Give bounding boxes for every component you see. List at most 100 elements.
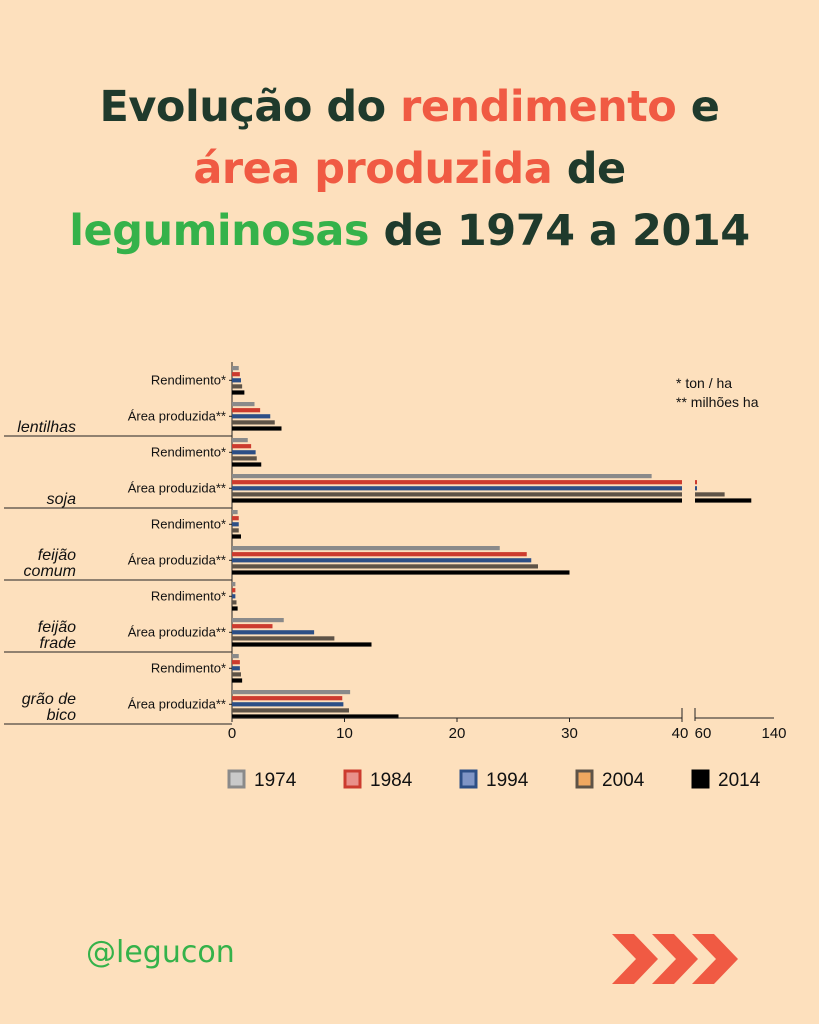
units-note: ** milhões ha <box>676 394 759 410</box>
bar-2014 <box>232 714 399 719</box>
title-text: de 1974 a 2014 <box>369 206 750 256</box>
bar-1994 <box>232 594 236 599</box>
bar-1994 <box>232 630 315 635</box>
x-tick-label: 0 <box>228 725 236 742</box>
legend-label: 1994 <box>486 770 529 791</box>
bar-2004 <box>232 384 243 389</box>
bar-1984 <box>232 624 273 629</box>
bar-2014 <box>232 426 282 431</box>
bar-2014 <box>232 642 372 647</box>
bar-1984 <box>232 660 240 665</box>
bar-2004 <box>232 672 241 677</box>
legend-swatch-1984 <box>343 769 362 789</box>
metric-label: Área produzida** <box>128 552 226 567</box>
bar-1984 <box>232 372 240 377</box>
x-tick-label: 60 <box>695 725 712 742</box>
bar-1974 <box>232 474 652 479</box>
bar-1984 <box>232 480 682 485</box>
bar-1974 <box>232 438 248 443</box>
bar-2014 <box>232 390 245 395</box>
bar-1974 <box>232 582 236 587</box>
bar-1994-overflow <box>695 486 697 491</box>
bar-2014 <box>232 606 238 611</box>
legend-label: 1984 <box>370 770 413 791</box>
x-tick-label: 20 <box>449 725 466 742</box>
bar-1994 <box>232 450 256 455</box>
bar-1974 <box>232 366 239 371</box>
bar-2014 <box>232 570 570 575</box>
metric-label: Área produzida** <box>128 696 226 711</box>
bar-1974 <box>232 654 239 659</box>
bar-2004 <box>232 456 257 461</box>
crop-label: comum <box>24 563 76 580</box>
bar-2004 <box>232 420 275 425</box>
chart-title: Evolução do rendimento e área produzida … <box>0 76 819 262</box>
bar-2014 <box>232 534 241 539</box>
metric-label: Rendimento* <box>151 372 226 387</box>
title-line-2: área produzida de <box>0 138 819 200</box>
bar-1984 <box>232 588 236 593</box>
bar-1984 <box>232 552 527 557</box>
bar-1974 <box>232 690 351 695</box>
bar-2004-overflow <box>695 492 725 497</box>
bar-2004 <box>232 564 538 569</box>
bar-1984-overflow <box>695 480 697 485</box>
crop-label: feijão <box>38 547 76 564</box>
bar-1984 <box>232 408 261 413</box>
bar-1994 <box>232 666 240 671</box>
legend-label: 2014 <box>718 770 761 791</box>
social-handle: @legucon <box>86 935 235 970</box>
bar-1994 <box>232 378 241 383</box>
bar-1974 <box>232 510 238 515</box>
crop-label: bico <box>47 707 76 724</box>
legend-label: 1974 <box>254 770 297 791</box>
bar-1984 <box>232 696 343 701</box>
metric-label: Rendimento* <box>151 516 226 531</box>
title-highlight: área produzida <box>193 144 553 194</box>
bar-1974 <box>232 402 255 407</box>
x-tick-label: 140 <box>761 725 786 742</box>
bar-2004 <box>232 708 349 713</box>
bar-2014 <box>232 462 262 467</box>
x-tick-label: 30 <box>561 725 578 742</box>
bar-1994 <box>232 486 682 491</box>
legend-swatch-2014 <box>691 769 710 789</box>
x-tick-label: 40 <box>672 725 689 742</box>
bar-1984 <box>232 516 239 521</box>
bar-1994 <box>232 702 344 707</box>
bar-2014 <box>232 498 682 503</box>
legend-swatch-1974 <box>227 769 246 789</box>
legend-swatch-1994 <box>459 769 478 789</box>
bar-1994 <box>232 522 239 527</box>
metric-label: Área produzida** <box>128 624 226 639</box>
legend-label: 2004 <box>602 770 645 791</box>
units-note: * ton / ha <box>676 375 732 391</box>
bar-2004 <box>232 600 237 605</box>
legend-swatch-2004 <box>575 769 594 789</box>
title-text: Evolução do <box>99 82 401 132</box>
x-tick-label: 10 <box>336 725 353 742</box>
bar-1974 <box>232 546 500 551</box>
bar-chart: Rendimento* Área produzida** lentilhas Rend… <box>4 362 787 791</box>
bar-1974 <box>232 618 284 623</box>
bar-2014-overflow <box>695 498 752 503</box>
crop-label: lentilhas <box>17 419 76 436</box>
metric-label: Rendimento* <box>151 588 226 603</box>
metric-label: Área produzida** <box>128 480 226 495</box>
bar-2014 <box>232 678 243 683</box>
crop-label: soja <box>47 491 76 508</box>
crop-label: frade <box>40 635 77 652</box>
chevrons-right-icon <box>612 934 738 984</box>
title-highlight: rendimento <box>400 82 677 132</box>
metric-label: Rendimento* <box>151 444 226 459</box>
metric-label: Rendimento* <box>151 660 226 675</box>
bar-1984 <box>232 444 252 449</box>
bar-1994 <box>232 558 532 563</box>
crop-label: grão de <box>22 691 76 708</box>
title-line-1: Evolução do rendimento e <box>0 76 819 138</box>
crop-label: feijão <box>38 619 76 636</box>
title-line-3: leguminosas de 1974 a 2014 <box>0 200 819 262</box>
title-text: de <box>552 144 626 194</box>
bar-2004 <box>232 492 682 497</box>
title-highlight: leguminosas <box>69 206 369 256</box>
